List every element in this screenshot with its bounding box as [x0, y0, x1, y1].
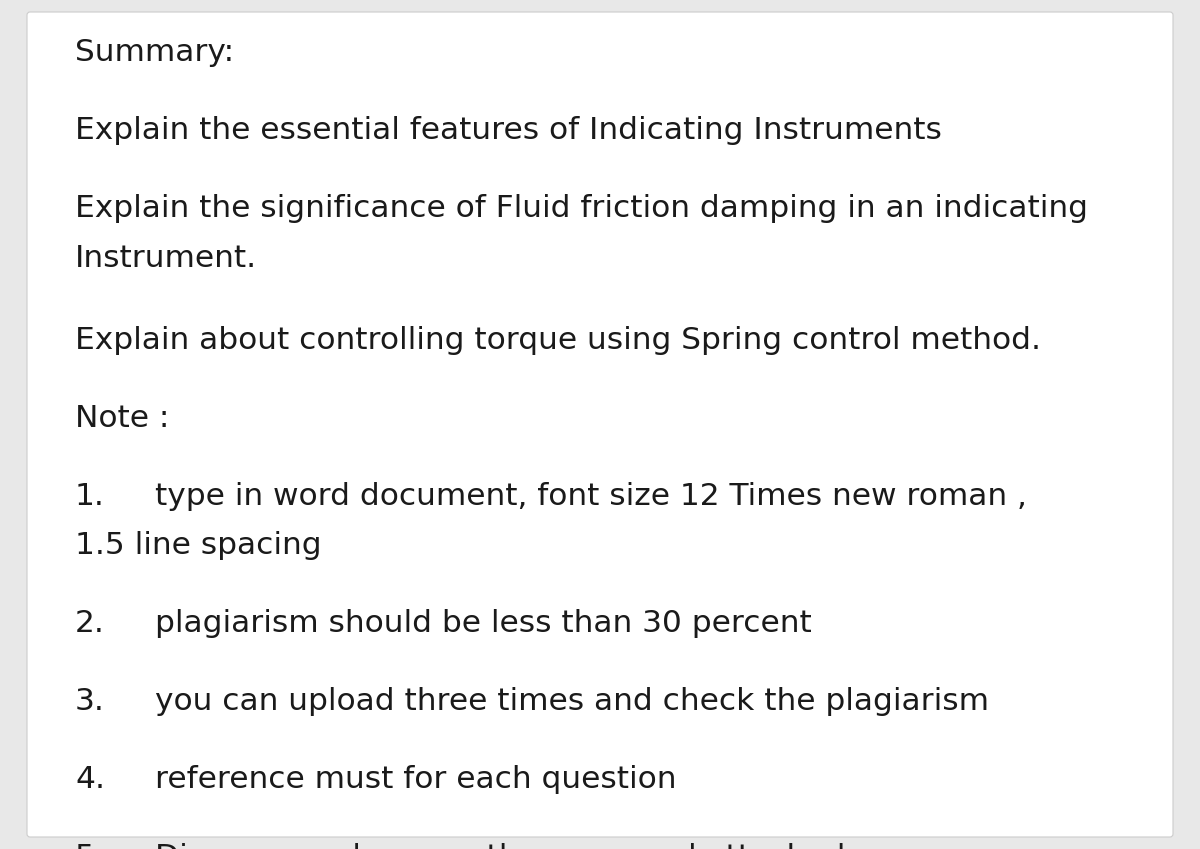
Text: 1.5 line spacing: 1.5 line spacing [74, 531, 322, 560]
Text: 2.: 2. [74, 610, 104, 638]
Text: 1.: 1. [74, 481, 104, 510]
FancyBboxPatch shape [28, 12, 1174, 837]
Text: Instrument.: Instrument. [74, 244, 257, 273]
Text: reference must for each question: reference must for each question [155, 766, 677, 795]
Text: type in word document, font size 12 Times new roman ,: type in word document, font size 12 Time… [155, 481, 1027, 510]
Text: Note :: Note : [74, 403, 169, 432]
Text: Explain about controlling torque using Spring control method.: Explain about controlling torque using S… [74, 325, 1042, 355]
Text: 4.: 4. [74, 766, 106, 795]
Text: 5.: 5. [74, 844, 104, 849]
Text: Explain the essential features of Indicating Instruments: Explain the essential features of Indica… [74, 115, 942, 144]
Text: you can upload three times and check the plagiarism: you can upload three times and check the… [155, 688, 989, 717]
Text: plagiarism should be less than 30 percent: plagiarism should be less than 30 percen… [155, 610, 811, 638]
Text: 3.: 3. [74, 688, 104, 717]
Text: Explain the significance of Fluid friction damping in an indicating: Explain the significance of Fluid fricti… [74, 194, 1088, 222]
Text: Diagrams – draw neatly , scan and attached: Diagrams – draw neatly , scan and attach… [155, 844, 845, 849]
Text: Summary:: Summary: [74, 37, 234, 66]
